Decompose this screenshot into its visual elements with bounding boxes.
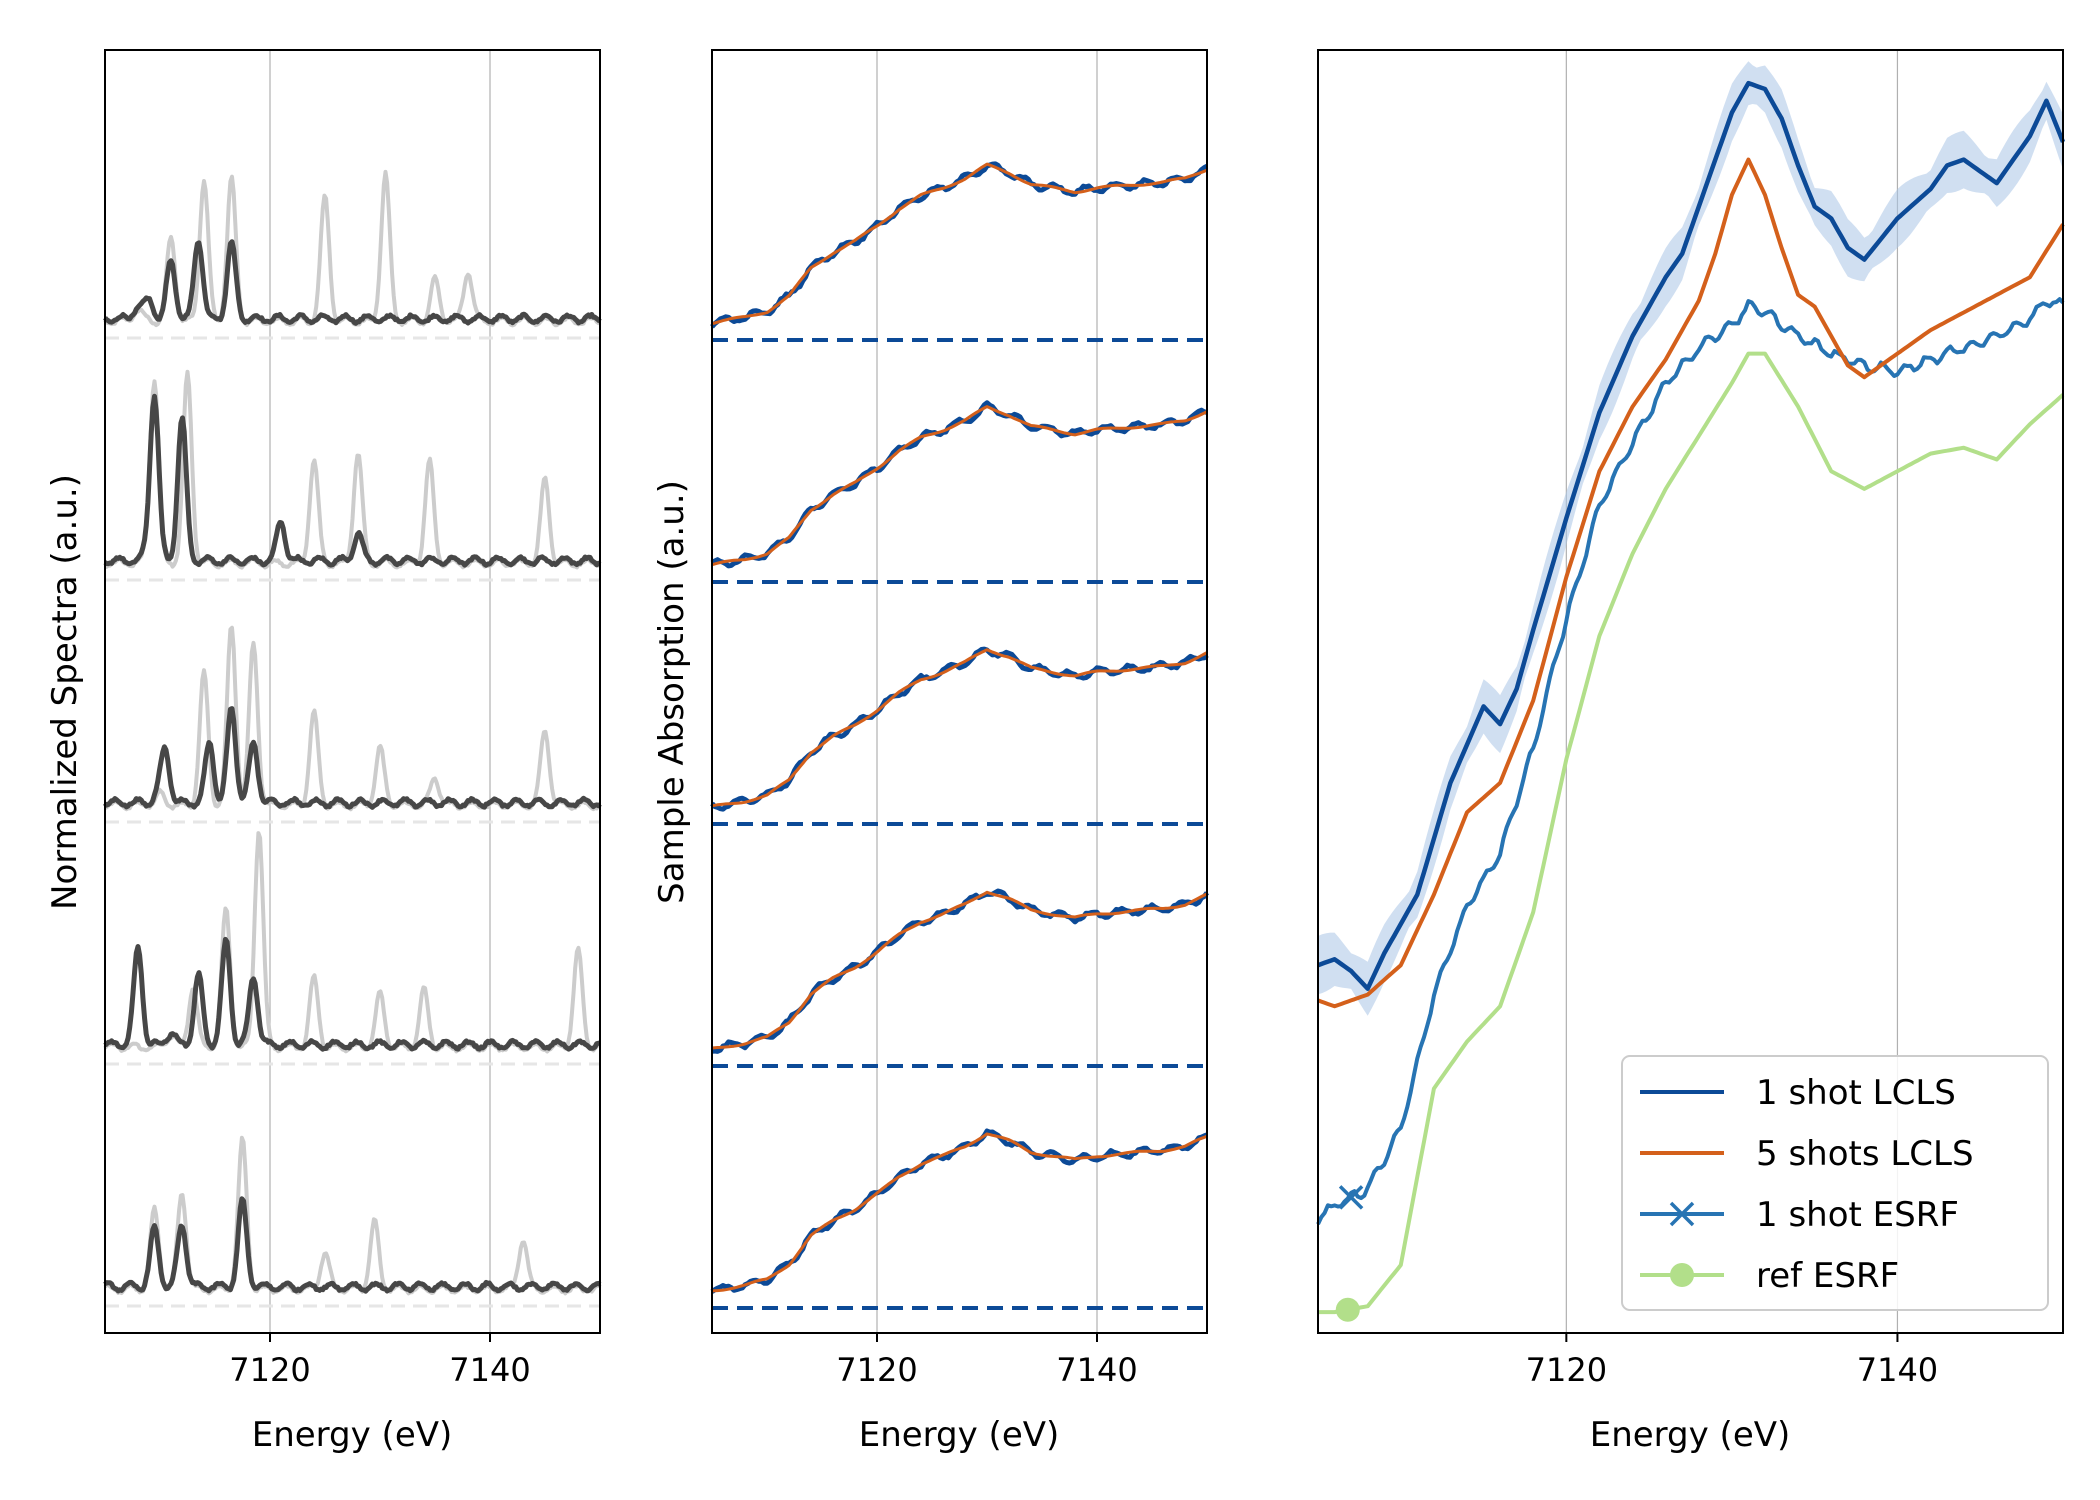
middle-fit-trace-5 [711, 1132, 1208, 1293]
uncertainty-band [1318, 61, 2063, 1016]
marker-x-1-shot-esrf [1338, 1185, 1364, 1210]
left-dark-trace-1 [103, 239, 602, 326]
x-tick-label-7120: 7120 [1526, 1351, 1607, 1389]
middle-absorption-trace-4 [711, 888, 1210, 1054]
middle-traces [710, 161, 1210, 1310]
left-x-axis-label: Energy (eV) [252, 1415, 453, 1455]
legend-label-4: ref ESRF [1756, 1256, 1899, 1296]
left-gridlines [269, 50, 491, 1333]
middle-fit-trace-2 [711, 405, 1208, 567]
legend-marker-x [1669, 1201, 1695, 1227]
right-axes-frame [1317, 49, 2064, 1334]
middle-absorption-trace-2 [710, 400, 1208, 569]
left-dark-trace-2 [103, 393, 602, 568]
middle-x-ticks: 7120 7140 [836, 1333, 1138, 1389]
series-line-ref-esrf [1318, 351, 2065, 1315]
x-tick-label-7120: 7120 [229, 1351, 310, 1389]
legend-label-2: 5 shots LCLS [1756, 1134, 1974, 1174]
left-dark-trace-5 [103, 1196, 602, 1294]
legend-marker-circle [1670, 1263, 1694, 1287]
right-traces [1316, 61, 2066, 1322]
right-x-ticks: 7120 7140 [1526, 1333, 1938, 1389]
legend-box [1621, 1055, 2049, 1311]
left-y-axis-label: Normalized Spectra (a.u.) [45, 474, 85, 910]
panel-comparison: 7120 7140 Energy (eV) 1 shot LCLS 5 shots … [1316, 49, 2066, 1455]
middle-y-axis-label: Sample Absorption (a.u.) [652, 480, 692, 904]
middle-gridlines [876, 50, 1098, 1333]
x-tick-label-7140: 7140 [449, 1351, 530, 1389]
legend-label-3: 1 shot ESRF [1756, 1195, 1959, 1235]
x-tick-label-7140: 7140 [1857, 1351, 1938, 1389]
series-line-5-shots-lcls [1317, 157, 2065, 1009]
x-tick-label-7140: 7140 [1056, 1351, 1137, 1389]
series-line-1-shot-esrf [1316, 297, 2065, 1226]
left-dark-trace-4 [103, 936, 601, 1052]
left-traces [103, 169, 602, 1308]
x-tick-label-7120: 7120 [836, 1351, 917, 1389]
left-axes-frame [104, 49, 601, 1334]
legend-label-1: 1 shot LCLS [1756, 1073, 1956, 1113]
left-x-ticks: 7120 7140 [229, 1333, 531, 1389]
middle-absorption-trace-3 [710, 646, 1209, 812]
marker-circle-ref-esrf [1335, 1297, 1360, 1322]
legend: 1 shot LCLS 5 shots LCLS 1 shot ESRF ref ES… [1621, 1055, 2049, 1311]
panel-normalized-spectra: 7120 7140 Energy (eV) Normalized Spectra … [45, 49, 602, 1455]
middle-fit-trace-3 [711, 648, 1208, 808]
panel-sample-absorption: 7120 7140 Energy (eV) Sample Absorption (… [652, 49, 1210, 1455]
middle-axes-frame [711, 49, 1208, 1334]
middle-x-axis-label: Energy (eV) [859, 1415, 1060, 1455]
middle-fit-trace-1 [711, 162, 1208, 326]
right-x-axis-label: Energy (eV) [1590, 1415, 1791, 1455]
middle-fit-trace-4 [711, 890, 1208, 1050]
left-dark-trace-3 [103, 706, 602, 810]
series-line-1-shot-lcls [1317, 80, 2066, 991]
